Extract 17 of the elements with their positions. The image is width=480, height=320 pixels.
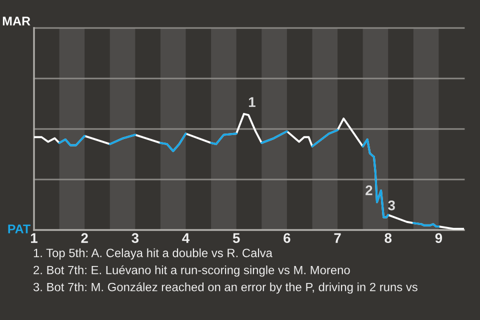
annotation: 1 — [248, 97, 256, 107]
text: MAR — [2, 16, 30, 26]
annotation: 3 — [388, 200, 395, 210]
x-tick-label: 3 — [132, 233, 139, 243]
x-tick-label: 5 — [232, 233, 240, 243]
x-tick-label: 2 — [81, 233, 88, 243]
x-tick-label: 6 — [284, 233, 290, 243]
x-tick-label: 4 — [182, 233, 190, 243]
x-tick-label: 8 — [384, 233, 392, 243]
text: 1. Top 5th: A. Celaya hit a double vs R. Calva — [34, 248, 272, 260]
x-tick-label: 9 — [435, 233, 442, 243]
text: 3. Bot 7th: M. González reached on an error by the P, driving in 2 runs vs — [33, 282, 418, 294]
annotation: 2 — [366, 185, 372, 196]
text: PAT — [8, 224, 30, 234]
x-tick-label: 1 — [31, 233, 38, 243]
text: 2. Bot 7th: E. Luévano hit a run-scoring single vs M. Moreno — [34, 265, 350, 277]
x-tick-label: 7 — [334, 233, 341, 243]
